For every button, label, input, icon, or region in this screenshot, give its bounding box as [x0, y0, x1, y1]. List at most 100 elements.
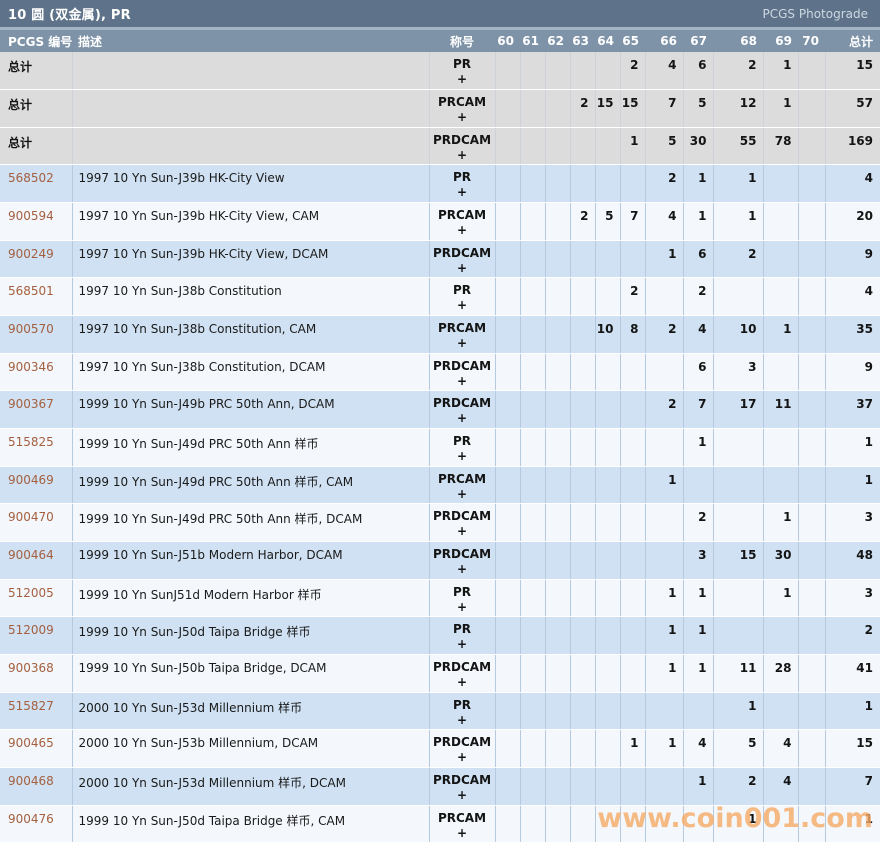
- grade-60-count: [495, 729, 521, 768]
- pcgs-number-link[interactable]: 900469: [0, 466, 73, 505]
- row-total-count: 7: [825, 767, 880, 806]
- grade-69-count: 1: [763, 503, 799, 543]
- grade-68-count: 5: [713, 729, 764, 768]
- header-grade-63: 63: [570, 30, 595, 52]
- pcgs-number-link[interactable]: 515825: [0, 428, 73, 467]
- grade-62-count: [545, 541, 571, 580]
- coin-row: 900594 1997 10 Yn Sun-J39b HK-City View, …: [0, 202, 880, 241]
- coin-description: 1999 10 Yn Sun-J51b Modern Harbor, DCAM: [72, 541, 430, 580]
- coin-row: 515825 1999 10 Yn Sun-J49d PRC 50th Ann 样…: [0, 428, 880, 467]
- designation-cell: PR +: [429, 616, 496, 655]
- grade-67-count: 30: [683, 127, 714, 166]
- grade-63-count: [570, 277, 596, 317]
- coin-description: 1997 10 Yn Sun-J38b Constitution, CAM: [72, 315, 430, 354]
- pcgs-number-link[interactable]: 900465: [0, 729, 73, 768]
- row-total-count: 20: [825, 202, 880, 241]
- coin-row: 900465 2000 10 Yn Sun-J53b Millennium, DC…: [0, 729, 880, 768]
- header-pcgs-number: PCGS 编号: [0, 30, 72, 52]
- coin-description: [72, 89, 430, 128]
- grade-69-count: 1: [763, 89, 799, 128]
- grade-70-count: [798, 805, 826, 844]
- grade-66-count: 1: [645, 729, 684, 768]
- coin-row: 900367 1999 10 Yn Sun-J49b PRC 50th Ann, …: [0, 390, 880, 430]
- designation-cell: PRDCAM +: [429, 353, 496, 392]
- grade-62-count: [545, 240, 571, 279]
- header-grade-68: 68: [713, 30, 763, 52]
- grade-65-count: [620, 240, 646, 279]
- grade-61-count: [520, 315, 546, 354]
- row-total-count: 4: [825, 277, 880, 317]
- grade-68-count: 17: [713, 390, 764, 430]
- grade-68-count: 1: [713, 202, 764, 241]
- grade-64-count: [595, 805, 621, 844]
- grade-63-count: [570, 692, 596, 731]
- designation-cell: PRCAM +: [429, 202, 496, 241]
- grade-67-count: 1: [683, 428, 714, 467]
- pcgs-number-link[interactable]: 900368: [0, 654, 73, 693]
- pcgs-number-link[interactable]: 515827: [0, 692, 73, 731]
- grade-60-count: [495, 390, 521, 430]
- total-row-label: 总计: [0, 89, 73, 128]
- pcgs-number-link[interactable]: 512009: [0, 616, 73, 655]
- grade-64-count: [595, 428, 621, 467]
- pcgs-number-link[interactable]: 512005: [0, 579, 73, 618]
- pcgs-number-link[interactable]: 900249: [0, 240, 73, 279]
- grade-60-count: [495, 466, 521, 505]
- pcgs-number-link[interactable]: 900470: [0, 503, 73, 543]
- total-row: 总计 PR +2 4 6 2 1 15: [0, 52, 880, 91]
- pcgs-number-link[interactable]: 900594: [0, 202, 73, 241]
- coin-description: 1999 10 Yn Sun-J50d Taipa Bridge 样币, CAM: [72, 805, 430, 844]
- grade-66-count: [645, 541, 684, 580]
- pcgs-number-link[interactable]: 900367: [0, 390, 73, 430]
- grade-68-count: 11: [713, 654, 764, 693]
- pcgs-number-link[interactable]: 568502: [0, 164, 73, 204]
- pcgs-number-link[interactable]: 568501: [0, 277, 73, 317]
- grade-62-count: [545, 729, 571, 768]
- pcgs-number-link[interactable]: 900464: [0, 541, 73, 580]
- grade-62-count: [545, 692, 571, 731]
- pcgs-number-link[interactable]: 900346: [0, 353, 73, 392]
- pcgs-number-link[interactable]: 900570: [0, 315, 73, 354]
- grade-66-count: [645, 503, 684, 543]
- grade-63-count: 2: [570, 89, 596, 128]
- grade-65-count: [620, 503, 646, 543]
- grade-60-count: [495, 541, 521, 580]
- grade-66-count: [645, 277, 684, 317]
- coin-row: 568502 1997 10 Yn Sun-J39b HK-City View PR…: [0, 164, 880, 204]
- grade-67-count: 4: [683, 729, 714, 768]
- grade-61-count: [520, 428, 546, 467]
- grade-65-count: [620, 164, 646, 204]
- grade-62-count: [545, 315, 571, 354]
- row-total-count: 1: [825, 805, 880, 844]
- row-total-count: 35: [825, 315, 880, 354]
- grade-70-count: [798, 89, 826, 128]
- designation-cell: PRDCAM +: [429, 541, 496, 580]
- pcgs-number-link[interactable]: 900476: [0, 805, 73, 844]
- grade-62-count: [545, 353, 571, 392]
- designation-cell: PRCAM +: [429, 315, 496, 354]
- designation-cell: PR +: [429, 579, 496, 618]
- grade-64-count: [595, 767, 621, 806]
- photograde-link[interactable]: PCGS Photograde: [762, 6, 868, 21]
- designation-cell: PRCAM +: [429, 466, 496, 505]
- header-grade-62: 62: [545, 30, 570, 52]
- grade-61-count: [520, 127, 546, 166]
- grade-64-count: [595, 729, 621, 768]
- coin-description: 1999 10 Yn Sun-J49d PRC 50th Ann 样币, CAM: [72, 466, 430, 505]
- grade-70-count: [798, 315, 826, 354]
- grade-69-count: [763, 240, 799, 279]
- header-grade-64: 64: [595, 30, 620, 52]
- header-grade-60: 60: [495, 30, 520, 52]
- table-header-row: PCGS 编号 描述 称号 60 61 62 63 64 65 66 67 68…: [0, 30, 880, 52]
- grade-67-count: 1: [683, 202, 714, 241]
- grade-64-count: 10: [595, 315, 621, 354]
- grade-70-count: [798, 692, 826, 731]
- grade-61-count: [520, 390, 546, 430]
- row-total-count: 15: [825, 729, 880, 768]
- grade-63-count: [570, 805, 596, 844]
- pcgs-number-link[interactable]: 900468: [0, 767, 73, 806]
- grade-65-count: [620, 805, 646, 844]
- grade-60-count: [495, 202, 521, 241]
- grade-67-count: 3: [683, 541, 714, 580]
- grade-67-count: [683, 466, 714, 505]
